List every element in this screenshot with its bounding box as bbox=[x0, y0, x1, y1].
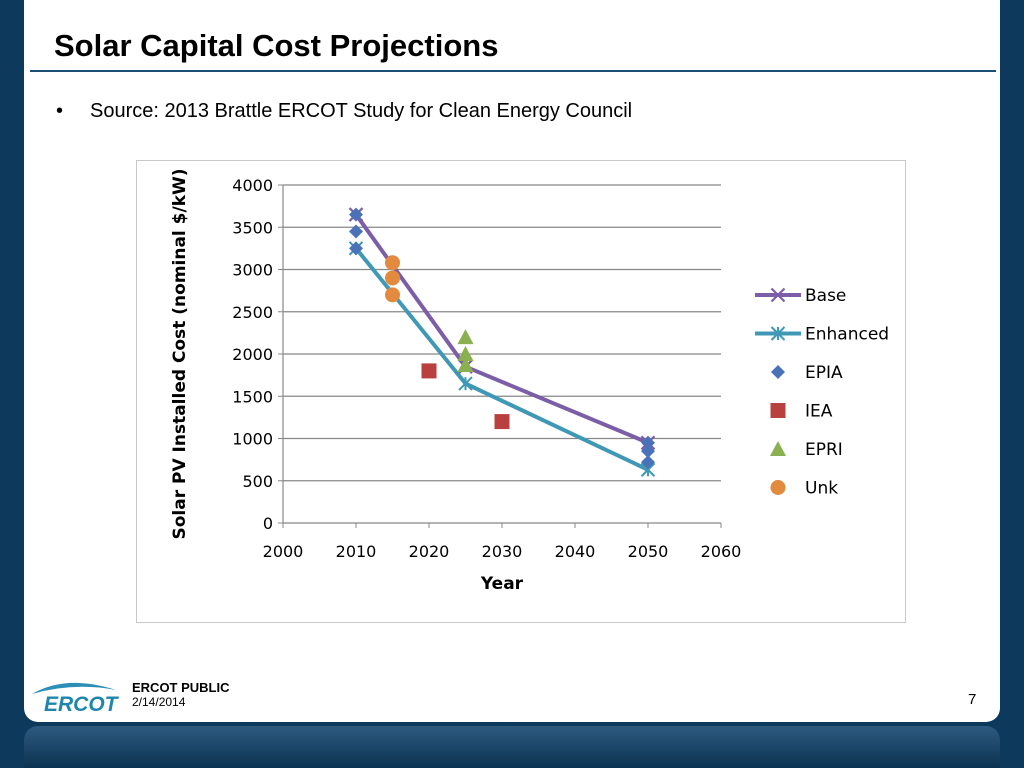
legend-marker-enhanced bbox=[770, 326, 786, 341]
ercot-logo: ERCOT bbox=[26, 672, 122, 721]
slide-title: Solar Capital Cost Projections bbox=[54, 28, 499, 63]
legend-label-enhanced: Enhanced bbox=[805, 325, 889, 345]
y-axis-title: Solar PV Installed Cost (nominal $/kW) bbox=[170, 168, 190, 539]
legend-label-epri: EPRI bbox=[805, 440, 843, 460]
y-tick-label: 3500 bbox=[232, 218, 273, 237]
logo-swoosh-icon bbox=[32, 682, 116, 694]
data-point-epri bbox=[457, 346, 474, 361]
y-tick-label: 2000 bbox=[232, 345, 273, 364]
x-tick-label: 2060 bbox=[701, 542, 742, 561]
legend-marker-epri bbox=[770, 441, 786, 456]
page-number: 7 bbox=[968, 691, 977, 708]
x-tick-label: 2050 bbox=[628, 542, 669, 561]
y-tick-label: 3000 bbox=[232, 261, 273, 280]
legend-marker-base bbox=[770, 287, 786, 303]
data-point-epia bbox=[641, 435, 655, 450]
x-tick-label: 2020 bbox=[409, 542, 450, 561]
data-point-epia bbox=[349, 207, 363, 222]
bottom-band bbox=[24, 726, 1000, 768]
data-point-iea bbox=[421, 363, 437, 379]
chart-container: 0 500 1000 1500 2000 2500 3000 3500 4000 2000 2010… bbox=[136, 160, 906, 623]
data-point-iea bbox=[494, 414, 510, 430]
bullet-item: • Source: 2013 Brattle ERCOT Study for C… bbox=[56, 100, 632, 123]
x-tick-label: 2030 bbox=[482, 542, 523, 561]
data-point-enhanced bbox=[458, 376, 473, 391]
data-point-unk bbox=[385, 270, 400, 286]
footer-label: ERCOT PUBLIC bbox=[132, 680, 230, 695]
logo-text: ERCOT bbox=[44, 693, 120, 716]
x-tick-label: 2040 bbox=[555, 542, 596, 561]
data-point-unk bbox=[385, 255, 400, 271]
x-tick-label: 2000 bbox=[263, 542, 304, 561]
legend-marker-unk bbox=[770, 480, 786, 495]
data-point-unk bbox=[385, 287, 400, 303]
y-tick-label: 4000 bbox=[232, 176, 273, 195]
legend-label-base: Base bbox=[805, 286, 846, 306]
y-tick-label: 1000 bbox=[232, 430, 273, 449]
data-point-epia bbox=[349, 224, 363, 239]
bullet-icon: • bbox=[56, 100, 64, 122]
title-divider bbox=[30, 70, 996, 72]
y-tick-label: 1500 bbox=[232, 387, 273, 406]
slide: Solar Capital Cost Projections • Source:… bbox=[24, 0, 1000, 722]
y-tick-label: 0 bbox=[263, 514, 273, 533]
bullet-text: Source: 2013 Brattle ERCOT Study for Cle… bbox=[90, 100, 633, 122]
data-point-epia bbox=[641, 444, 655, 459]
legend-marker-epia bbox=[771, 365, 785, 379]
series-line-base bbox=[354, 213, 649, 445]
y-tick-label: 500 bbox=[242, 472, 273, 491]
data-point-epri bbox=[457, 356, 474, 372]
x-axis-title: Year bbox=[480, 574, 524, 594]
footer-info: ERCOT PUBLIC 2/14/2014 bbox=[132, 680, 230, 710]
footer-date: 2/14/2014 bbox=[132, 695, 186, 709]
data-point-epia bbox=[349, 241, 363, 256]
data-point-epia bbox=[641, 455, 655, 470]
legend-label-iea: IEA bbox=[805, 402, 833, 422]
legend-marker-iea bbox=[770, 403, 786, 418]
data-point-epri bbox=[457, 329, 474, 345]
x-tick-label: 2010 bbox=[336, 542, 377, 561]
series-line-enhanced bbox=[354, 247, 649, 472]
legend-label-unk: Unk bbox=[805, 479, 838, 499]
chart-svg: 0 500 1000 1500 2000 2500 3000 3500 4000 2000 2010… bbox=[170, 168, 889, 594]
y-tick-label: 2500 bbox=[232, 303, 273, 322]
legend-label-epia: EPIA bbox=[805, 363, 843, 383]
